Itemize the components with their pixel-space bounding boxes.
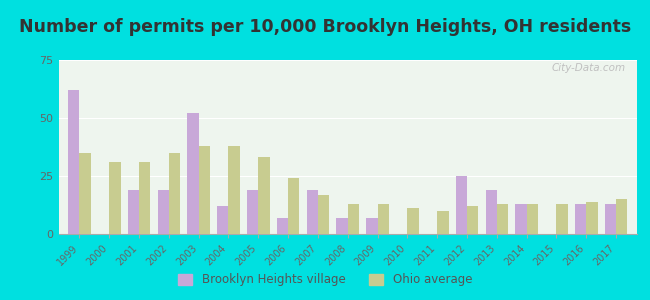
Bar xyxy=(228,146,240,234)
Bar xyxy=(68,90,79,234)
Bar xyxy=(318,195,330,234)
Bar xyxy=(586,202,597,234)
Bar xyxy=(348,204,359,234)
Bar xyxy=(497,204,508,234)
Bar xyxy=(337,218,348,234)
Bar xyxy=(526,204,538,234)
Bar xyxy=(366,218,378,234)
Bar xyxy=(437,211,448,234)
Legend: Brooklyn Heights village, Ohio average: Brooklyn Heights village, Ohio average xyxy=(174,269,476,291)
Bar xyxy=(616,199,627,234)
Bar xyxy=(556,204,568,234)
Bar xyxy=(199,146,210,234)
Bar xyxy=(139,162,150,234)
Bar xyxy=(575,204,586,234)
Bar xyxy=(109,162,120,234)
Bar xyxy=(456,176,467,234)
Bar xyxy=(169,153,180,234)
Bar xyxy=(187,113,199,234)
Bar xyxy=(467,206,478,234)
Bar xyxy=(277,218,288,234)
Bar xyxy=(258,158,270,234)
Bar xyxy=(307,190,318,234)
Bar xyxy=(408,208,419,234)
Bar xyxy=(247,190,258,234)
Bar xyxy=(378,204,389,234)
Bar xyxy=(157,190,169,234)
Text: City-Data.com: City-Data.com xyxy=(551,64,625,74)
Bar xyxy=(79,153,91,234)
Text: Number of permits per 10,000 Brooklyn Heights, OH residents: Number of permits per 10,000 Brooklyn He… xyxy=(19,18,631,36)
Bar xyxy=(217,206,228,234)
Bar xyxy=(604,204,616,234)
Bar xyxy=(288,178,300,234)
Bar xyxy=(127,190,139,234)
Bar xyxy=(486,190,497,234)
Bar xyxy=(515,204,526,234)
